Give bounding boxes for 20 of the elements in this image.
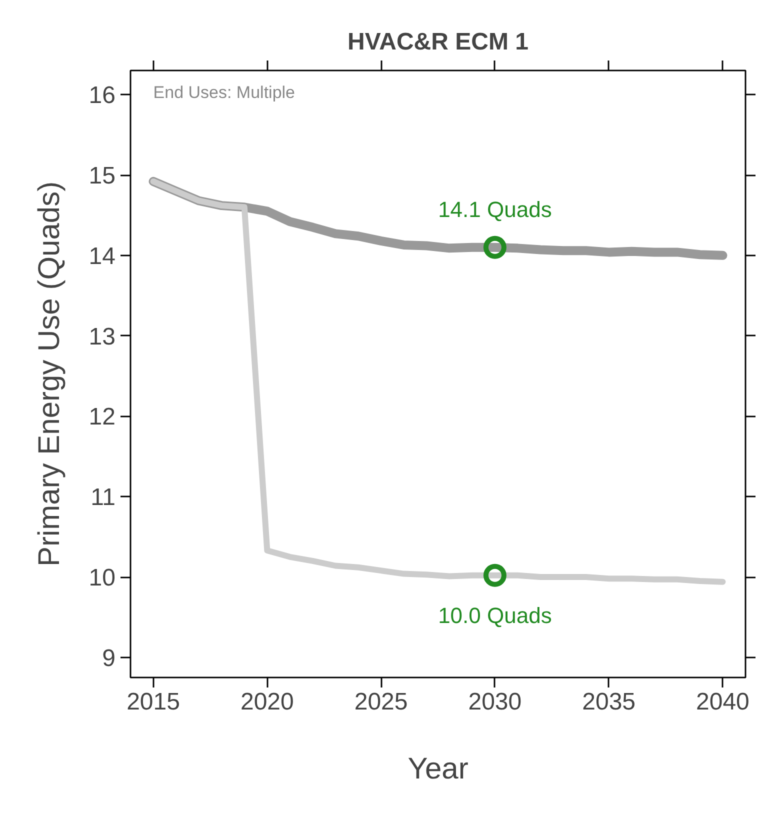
y-tick-label: 11: [90, 484, 116, 512]
chart-title: HVAC&R ECM 1: [348, 28, 528, 56]
y-tick-label: 16: [88, 82, 116, 110]
x-tick-label: 2040: [696, 688, 750, 716]
x-tick-label: 2025: [354, 688, 408, 716]
y-tick-label: 9: [102, 644, 116, 672]
y-axis-title: Primary Energy Use (Quads): [32, 181, 66, 567]
annotation: 10.0 Quads: [438, 602, 552, 628]
x-tick-label: 2030: [468, 688, 522, 716]
y-tick-label: 14: [88, 242, 116, 270]
y-tick-label: 13: [88, 323, 116, 350]
x-tick-label: 2035: [582, 688, 636, 716]
y-tick-label: 15: [88, 162, 116, 190]
x-tick-label: 2015: [126, 688, 180, 716]
y-tick-label: 12: [88, 404, 116, 431]
x-tick-label: 2020: [240, 688, 294, 716]
annotation: End Uses: Multiple: [153, 83, 296, 102]
y-tick-label: 10: [88, 564, 116, 592]
x-axis-title: Year: [408, 752, 468, 786]
annotation: 14.1 Quads: [438, 196, 552, 222]
